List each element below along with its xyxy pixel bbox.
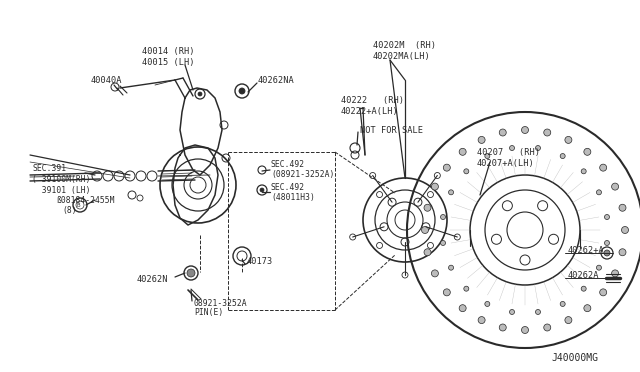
- Circle shape: [499, 129, 506, 136]
- Text: SEC.492: SEC.492: [271, 183, 305, 192]
- Circle shape: [560, 154, 565, 158]
- Circle shape: [499, 324, 506, 331]
- Circle shape: [619, 249, 626, 256]
- Circle shape: [600, 289, 607, 296]
- Circle shape: [424, 204, 431, 211]
- Circle shape: [478, 137, 485, 143]
- Circle shape: [565, 137, 572, 143]
- Circle shape: [596, 265, 602, 270]
- Circle shape: [604, 240, 609, 246]
- Text: 40262NA: 40262NA: [258, 76, 295, 84]
- Circle shape: [619, 204, 626, 211]
- Circle shape: [431, 270, 438, 277]
- Circle shape: [612, 270, 619, 277]
- Text: (08921-3252A): (08921-3252A): [271, 170, 334, 179]
- Circle shape: [478, 317, 485, 324]
- Text: (8): (8): [62, 205, 77, 215]
- Circle shape: [584, 305, 591, 312]
- Circle shape: [544, 129, 551, 136]
- Text: 08921-3252A: 08921-3252A: [194, 298, 248, 308]
- Circle shape: [459, 148, 466, 155]
- Circle shape: [424, 249, 431, 256]
- Circle shape: [440, 215, 445, 219]
- Circle shape: [464, 169, 469, 174]
- Text: 40222+A(LH): 40222+A(LH): [341, 106, 399, 115]
- Circle shape: [536, 145, 541, 151]
- Circle shape: [584, 148, 591, 155]
- Circle shape: [444, 164, 451, 171]
- Circle shape: [522, 327, 529, 334]
- Circle shape: [459, 305, 466, 312]
- Circle shape: [522, 126, 529, 134]
- Text: 40202MA(LH): 40202MA(LH): [373, 51, 431, 61]
- Circle shape: [581, 169, 586, 174]
- Text: B: B: [76, 202, 80, 208]
- Text: SEC.391: SEC.391: [32, 164, 66, 173]
- Circle shape: [485, 154, 490, 158]
- Circle shape: [596, 190, 602, 195]
- Text: 40222   (RH): 40222 (RH): [341, 96, 404, 105]
- Text: ( 39100M(RH): ( 39100M(RH): [32, 174, 90, 183]
- Text: 39101 (LH): 39101 (LH): [32, 186, 90, 195]
- Circle shape: [536, 310, 541, 314]
- Text: SEC.492: SEC.492: [271, 160, 305, 169]
- Circle shape: [449, 190, 454, 195]
- Circle shape: [544, 324, 551, 331]
- Circle shape: [600, 164, 607, 171]
- Circle shape: [239, 88, 245, 94]
- Text: (48011H3): (48011H3): [271, 192, 315, 202]
- Text: NOT FOR SALE: NOT FOR SALE: [360, 125, 423, 135]
- Text: 40040A: 40040A: [90, 76, 122, 84]
- Circle shape: [565, 317, 572, 324]
- Text: 40202M  (RH): 40202M (RH): [373, 41, 436, 49]
- Text: 40262+A: 40262+A: [568, 246, 605, 254]
- Circle shape: [604, 215, 609, 219]
- Text: PIN(E): PIN(E): [194, 308, 223, 317]
- Text: J40000MG: J40000MG: [551, 353, 598, 363]
- Circle shape: [422, 227, 429, 234]
- Circle shape: [260, 188, 264, 192]
- Circle shape: [449, 265, 454, 270]
- Text: 40207   (RH): 40207 (RH): [477, 148, 540, 157]
- Circle shape: [440, 240, 445, 246]
- Circle shape: [509, 145, 515, 151]
- Circle shape: [621, 227, 628, 234]
- Text: 40014 (RH)
40015 (LH): 40014 (RH) 40015 (LH): [141, 47, 195, 67]
- Circle shape: [509, 310, 515, 314]
- Text: 40207+A(LH): 40207+A(LH): [477, 158, 535, 167]
- Circle shape: [560, 301, 565, 307]
- Text: 40173: 40173: [247, 257, 273, 266]
- Circle shape: [187, 269, 195, 277]
- Text: ß08184-2455M: ß08184-2455M: [56, 196, 115, 205]
- Circle shape: [198, 92, 202, 96]
- Circle shape: [444, 289, 451, 296]
- Text: 40262N: 40262N: [136, 275, 168, 283]
- Circle shape: [581, 286, 586, 291]
- Circle shape: [485, 301, 490, 307]
- Circle shape: [612, 183, 619, 190]
- Circle shape: [464, 286, 469, 291]
- Circle shape: [431, 183, 438, 190]
- Text: 40262A: 40262A: [568, 272, 600, 280]
- Circle shape: [604, 250, 610, 256]
